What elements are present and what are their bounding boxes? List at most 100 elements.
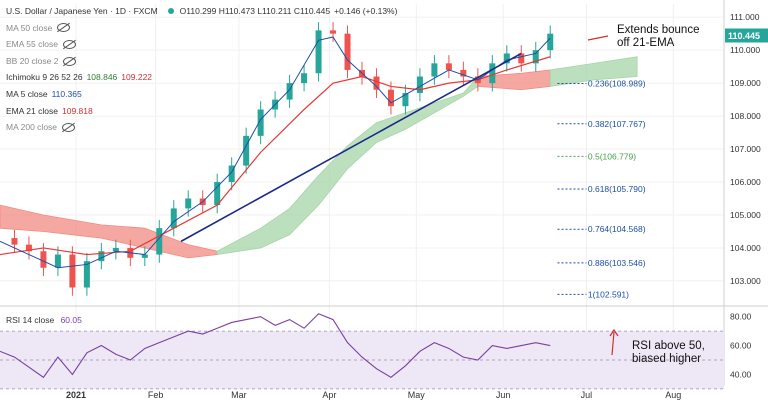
fib-level-label: 0.764(104.568) <box>588 224 646 234</box>
indicator-label: EMA 21 close <box>6 105 58 116</box>
rsi-tick-label: 80.00 <box>730 312 752 322</box>
candle-body <box>387 89 394 107</box>
indicator-label: MA 200 close <box>6 122 58 133</box>
fib-level-label: 0.618(105.790) <box>588 184 646 194</box>
candle-body <box>445 63 452 70</box>
indicator-value: 108.846 <box>86 72 118 83</box>
indicator-label: BB 20 close 2 <box>6 55 59 66</box>
hidden-eye-icon[interactable] <box>62 39 76 49</box>
candle-body <box>532 50 539 64</box>
candle-body <box>83 261 90 288</box>
last-price-label: 110.445 <box>728 31 760 41</box>
price-tick-label: 106.000 <box>730 177 761 187</box>
rsi-tick-label: 40.00 <box>730 369 752 379</box>
indicator-value: 109.222 <box>121 72 153 83</box>
candle-body <box>315 30 322 74</box>
candle-body <box>112 247 119 252</box>
candle-body <box>228 165 235 183</box>
hidden-eye-icon[interactable] <box>62 122 76 132</box>
price-tick-label: 107.000 <box>730 144 761 154</box>
ma5-line <box>0 36 551 269</box>
ohlc-values: O110.299 H110.473 L110.211 C110.445 <box>179 6 331 17</box>
fib-level-label: 0.5(106.779) <box>588 151 636 161</box>
rsi-value: 60.05 <box>60 315 82 325</box>
candle-body <box>373 76 380 90</box>
candle-body <box>489 63 496 84</box>
rsi-tick-label: 60.00 <box>730 341 752 351</box>
candle-body <box>402 93 409 107</box>
rsi-legend[interactable]: RSI 14 close 60.05 <box>6 315 82 325</box>
indicator-label: MA 5 close <box>6 89 48 100</box>
indicator-ichimoku[interactable]: Ichimoku 9 26 52 26 108.846 109.222 <box>6 69 397 86</box>
indicator-ma5[interactable]: MA 5 close 110.365 <box>6 86 397 103</box>
price-tick-label: 111.000 <box>730 12 760 22</box>
candle-body <box>98 251 105 262</box>
candle-body <box>141 254 148 258</box>
candle-body <box>503 53 510 64</box>
indicator-legend: U.S. Dollar / Japanese Yen · 1D · FXCM O… <box>6 3 397 136</box>
candle-body <box>344 33 351 70</box>
time-tick-label: Jul <box>581 390 593 400</box>
price-tick-label: 104.000 <box>730 243 761 253</box>
fib-level-label: 1(102.591) <box>588 289 629 299</box>
candle-body <box>170 208 177 229</box>
candle-body <box>301 73 308 84</box>
time-tick-label: Jun <box>496 390 511 400</box>
time-tick-label: Apr <box>322 390 336 400</box>
last-price-badge <box>725 28 768 43</box>
time-tick-label: May <box>408 390 426 400</box>
price-tick-label: 109.000 <box>730 78 761 88</box>
ema21-line <box>0 56 551 256</box>
rsi-line <box>0 313 551 379</box>
symbol-header: U.S. Dollar / Japanese Yen · 1D · FXCM O… <box>6 3 397 20</box>
price-tick-label: 110.000 <box>730 45 760 55</box>
candle-body <box>286 83 293 100</box>
indicator-ma200[interactable]: MA 200 close <box>6 119 397 136</box>
indicator-ema55[interactable]: EMA 55 close <box>6 36 397 53</box>
price-change: +0.146 (+0.13%) <box>334 6 398 17</box>
candle-body <box>460 69 467 77</box>
candle-body <box>243 135 250 166</box>
rsi-label: RSI 14 close <box>6 315 55 325</box>
market-open-icon <box>167 8 174 15</box>
hidden-eye-icon[interactable] <box>63 56 77 66</box>
candle-body <box>431 63 438 77</box>
time-tick-label: Mar <box>231 390 247 400</box>
candle-body <box>69 254 76 288</box>
annotation-arrow <box>587 35 609 41</box>
indicator-label: Ichimoku 9 26 52 26 <box>6 72 83 83</box>
price-tick-label: 105.000 <box>730 210 761 220</box>
candle-body <box>214 182 221 206</box>
indicator-ma50[interactable]: MA 50 close <box>6 20 397 37</box>
fib-level-label: 0.886(103.546) <box>588 258 646 268</box>
candle-body <box>416 76 423 94</box>
annotation-rsi: RSI above 50, biased higher <box>632 340 705 365</box>
price-tick-label: 108.000 <box>730 111 761 121</box>
candle-body <box>518 53 525 64</box>
time-tick-label: Feb <box>148 390 164 400</box>
time-tick-label: 2021 <box>66 390 86 400</box>
symbol-title[interactable]: U.S. Dollar / Japanese Yen · 1D · FXCM <box>6 6 158 17</box>
indicator-bb20[interactable]: BB 20 close 2 <box>6 53 397 70</box>
candle-body <box>25 244 32 252</box>
indicator-value: 110.365 <box>51 89 82 100</box>
hidden-eye-icon[interactable] <box>57 23 71 33</box>
rsi-arrow <box>609 328 619 356</box>
trendline <box>180 52 522 243</box>
annotation-bounce: Extends bounce off 21-EMA <box>617 24 700 49</box>
candle-body <box>11 238 18 245</box>
indicator-label: MA 50 close <box>6 22 53 33</box>
candle-body <box>185 198 192 209</box>
ichimoku-cloud-bull <box>549 56 638 87</box>
candle-body <box>257 109 264 136</box>
fib-level-label: 0.382(107.767) <box>588 119 646 129</box>
time-tick-label: Aug <box>665 390 681 400</box>
fib-level-label: 0.236(108.989) <box>588 78 646 88</box>
indicator-ema21[interactable]: EMA 21 close 109.818 <box>6 103 397 120</box>
candle-body <box>156 228 163 255</box>
candle-body <box>54 254 61 268</box>
indicator-value: 109.818 <box>61 105 93 116</box>
price-tick-label: 103.000 <box>730 276 761 286</box>
candle-body <box>330 30 337 34</box>
